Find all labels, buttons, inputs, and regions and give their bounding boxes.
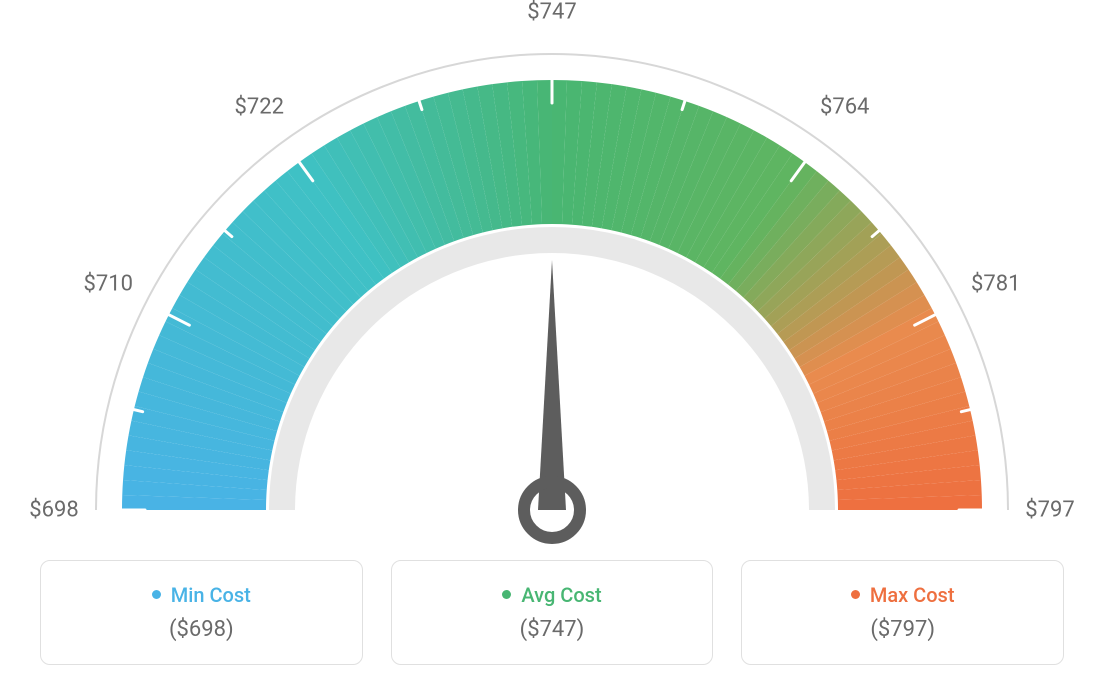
gauge-tick-label: $698 [29, 498, 78, 523]
card-title: Min Cost [41, 583, 362, 607]
card-title: Max Cost [742, 583, 1063, 607]
gauge-tick-label: $764 [820, 95, 869, 120]
gauge-tick-label: $781 [971, 271, 1020, 296]
card-value: ($797) [742, 617, 1063, 642]
card-title-text: Max Cost [870, 583, 955, 607]
gauge-chart: $698 $710 $722 $747 $764 $781 $797 [0, 0, 1104, 560]
gauge-tick-label: $797 [1025, 498, 1074, 523]
gauge-tick-label: $710 [84, 271, 133, 296]
dot-icon [502, 590, 511, 599]
card-value: ($747) [392, 617, 713, 642]
dot-icon [851, 590, 860, 599]
card-title-text: Avg Cost [521, 583, 601, 607]
card-title-text: Min Cost [171, 583, 251, 607]
gauge-svg [52, 20, 1052, 580]
dot-icon [152, 590, 161, 599]
gauge-tick-label: $722 [235, 95, 284, 120]
card-title: Avg Cost [392, 583, 713, 607]
card-value: ($698) [41, 617, 362, 642]
gauge-tick-label: $747 [527, 0, 576, 25]
